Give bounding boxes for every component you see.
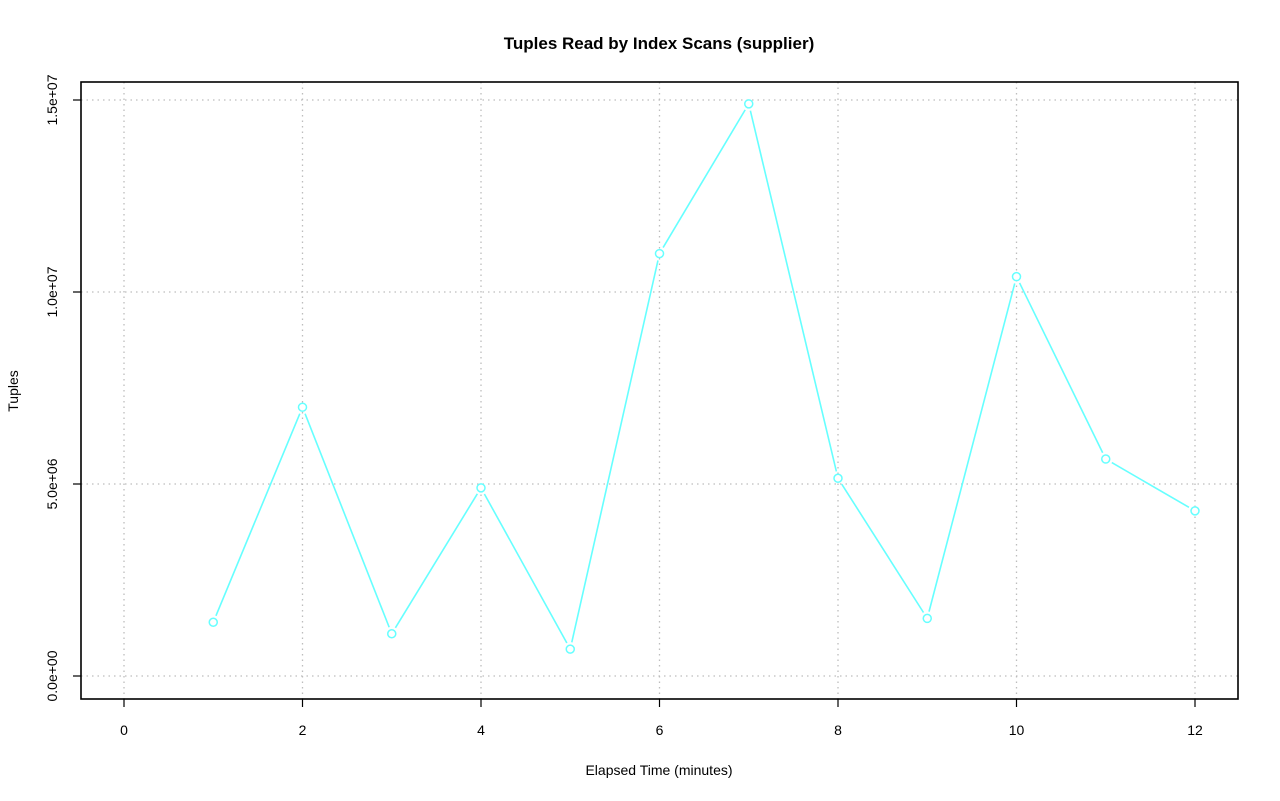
axes: 0 2 4 6 8 10 12 0.0e+00 5.0e+06 1.0e+07 1.5e+07 — [44, 74, 1203, 738]
y-tick-label: 0.0e+00 — [44, 650, 60, 701]
data-point — [565, 644, 575, 654]
x-tick-label: 6 — [656, 722, 664, 738]
data-point — [654, 248, 665, 259]
data-point — [1101, 454, 1111, 464]
series-line-segment — [1018, 282, 1104, 454]
x-tick-label: 2 — [299, 722, 307, 738]
series-line-segment — [394, 493, 479, 629]
data-point — [387, 629, 397, 639]
x-tick-label: 0 — [120, 722, 128, 738]
data-point — [922, 613, 932, 624]
plot-frame — [80, 81, 1239, 700]
data-point — [208, 617, 218, 627]
x-tick-label: 4 — [477, 722, 485, 738]
x-axis-label: Elapsed Time (minutes) — [585, 762, 732, 778]
series-line-segment — [483, 493, 568, 644]
x-tick-label: 10 — [1009, 722, 1025, 738]
y-axis-label: Tuples — [5, 370, 21, 412]
series-line-segment — [928, 283, 1016, 612]
data-point — [476, 483, 486, 493]
data-point — [744, 99, 754, 109]
series-line-segment — [749, 110, 838, 472]
chart-title: Tuples Read by Index Scans (supplier) — [504, 34, 814, 53]
y-tick-label: 1.5e+07 — [44, 74, 60, 125]
x-tick-label: 12 — [1187, 722, 1203, 738]
series-line-segment — [304, 413, 390, 628]
x-tick-label: 8 — [834, 722, 842, 738]
series-line-segment — [662, 109, 746, 248]
series-line-segment — [215, 413, 301, 617]
series-line-segment — [841, 483, 925, 613]
data-point — [1190, 506, 1200, 516]
data-point — [1011, 271, 1022, 282]
y-tick-label: 1.0e+07 — [44, 266, 60, 317]
series — [208, 99, 1200, 654]
y-tick-label: 5.0e+06 — [44, 458, 60, 509]
series-line-segment — [1111, 461, 1190, 509]
grid — [81, 82, 1238, 699]
data-point — [297, 402, 308, 412]
series-line-segment — [571, 260, 659, 643]
data-point — [833, 473, 843, 483]
